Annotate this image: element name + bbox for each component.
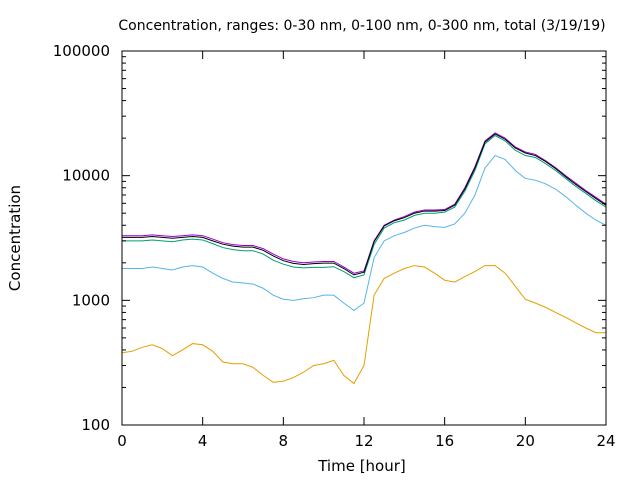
x-axis: 0 4 8 12 16 20 24 [117,51,616,450]
y-tick-label: 100 [81,416,110,434]
series-line-5 [122,133,607,276]
x-tick-label: 4 [198,432,208,450]
x-tick-label: 0 [117,432,127,450]
series-line-1 [121,265,606,385]
series-line-2 [122,154,607,312]
x-tick-label: 20 [516,432,535,450]
x-tick-label: 8 [279,432,289,450]
series-line-4 [122,132,607,274]
y-axis-label: Concentration [6,185,24,291]
y-tick-label: 100000 [53,42,110,60]
series-line-3 [122,134,607,279]
y-tick-label: 1000 [72,291,110,309]
y-tick-label: 10000 [62,167,110,185]
x-axis-label: Time [hour] [317,457,406,475]
chart-title: Concentration, ranges: 0-30 nm, 0-100 nm… [118,18,605,34]
x-tick-label: 12 [354,432,373,450]
y-axis: 100 1000 10000 100000 [53,42,606,434]
plot-frame [121,50,607,426]
x-tick-label: 24 [596,432,615,450]
plot-lines [121,132,607,385]
x-tick-label: 16 [435,432,454,450]
